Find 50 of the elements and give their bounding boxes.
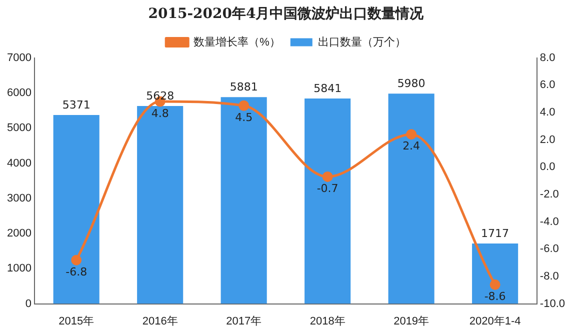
- bar: [304, 98, 351, 304]
- x-tick-label: 2020年1-4: [469, 315, 521, 328]
- data-label: 4.8: [151, 106, 169, 120]
- data-label: 5628: [146, 89, 174, 102]
- y2-tick-label: -2.0: [540, 188, 559, 200]
- data-label: 5841: [314, 82, 342, 95]
- data-label: 5371: [62, 98, 90, 112]
- bar: [472, 243, 518, 304]
- y2-tick-label: -10.0: [540, 298, 566, 310]
- bar: [53, 115, 100, 304]
- y-tick-label: 6000: [6, 86, 32, 99]
- bar: [388, 94, 434, 304]
- legend-label: 出口数量（万个）: [318, 35, 406, 48]
- bar: [137, 106, 184, 304]
- y-tick-label: 4000: [6, 157, 32, 170]
- y2-tick-label: -8.0: [540, 270, 559, 282]
- y2-tick-label: 2.0: [540, 134, 556, 146]
- y2-tick-label: -6.0: [540, 243, 559, 256]
- point: [490, 279, 500, 290]
- point: [406, 129, 417, 140]
- data-label: 4.5: [235, 110, 253, 124]
- data-label: 5881: [230, 80, 258, 94]
- y-tick-label: 3000: [6, 192, 32, 204]
- y2-tick-label: 8.0: [540, 52, 556, 64]
- y-tick-label: 0: [25, 298, 32, 310]
- x-tick-label: 2016年: [142, 315, 178, 328]
- data-label: -0.7: [316, 182, 338, 196]
- data-label: 1717: [481, 226, 510, 240]
- point: [71, 254, 82, 266]
- x-tick-label: 2018年: [310, 315, 346, 328]
- y-tick-label: 2000: [6, 228, 32, 240]
- data-label: 5980: [397, 77, 426, 90]
- point: [322, 171, 333, 182]
- point: [238, 100, 250, 111]
- legend-label: 数量增长率（%）: [194, 35, 280, 48]
- y2-tick-label: 4.0: [540, 106, 556, 118]
- y-tick-label: 7000: [6, 52, 32, 64]
- data-label: 2.4: [402, 140, 420, 153]
- data-label: -8.6: [484, 290, 506, 304]
- y-tick-label: 5000: [6, 122, 32, 134]
- x-tick-label: 2019年: [394, 315, 430, 328]
- y2-tick-label: 0.0: [540, 161, 556, 174]
- bar: [220, 97, 267, 304]
- y2-tick-label: 6.0: [540, 79, 556, 92]
- data-label: -6.8: [66, 265, 88, 278]
- chart-title: 2015-2020年4月中国微波炉出口数量情况: [148, 5, 425, 22]
- x-tick-label: 2015年: [58, 315, 94, 328]
- y-tick-label: 1000: [6, 262, 32, 275]
- y2-tick-label: -4.0: [540, 216, 559, 228]
- x-tick-label: 2017年: [226, 315, 262, 328]
